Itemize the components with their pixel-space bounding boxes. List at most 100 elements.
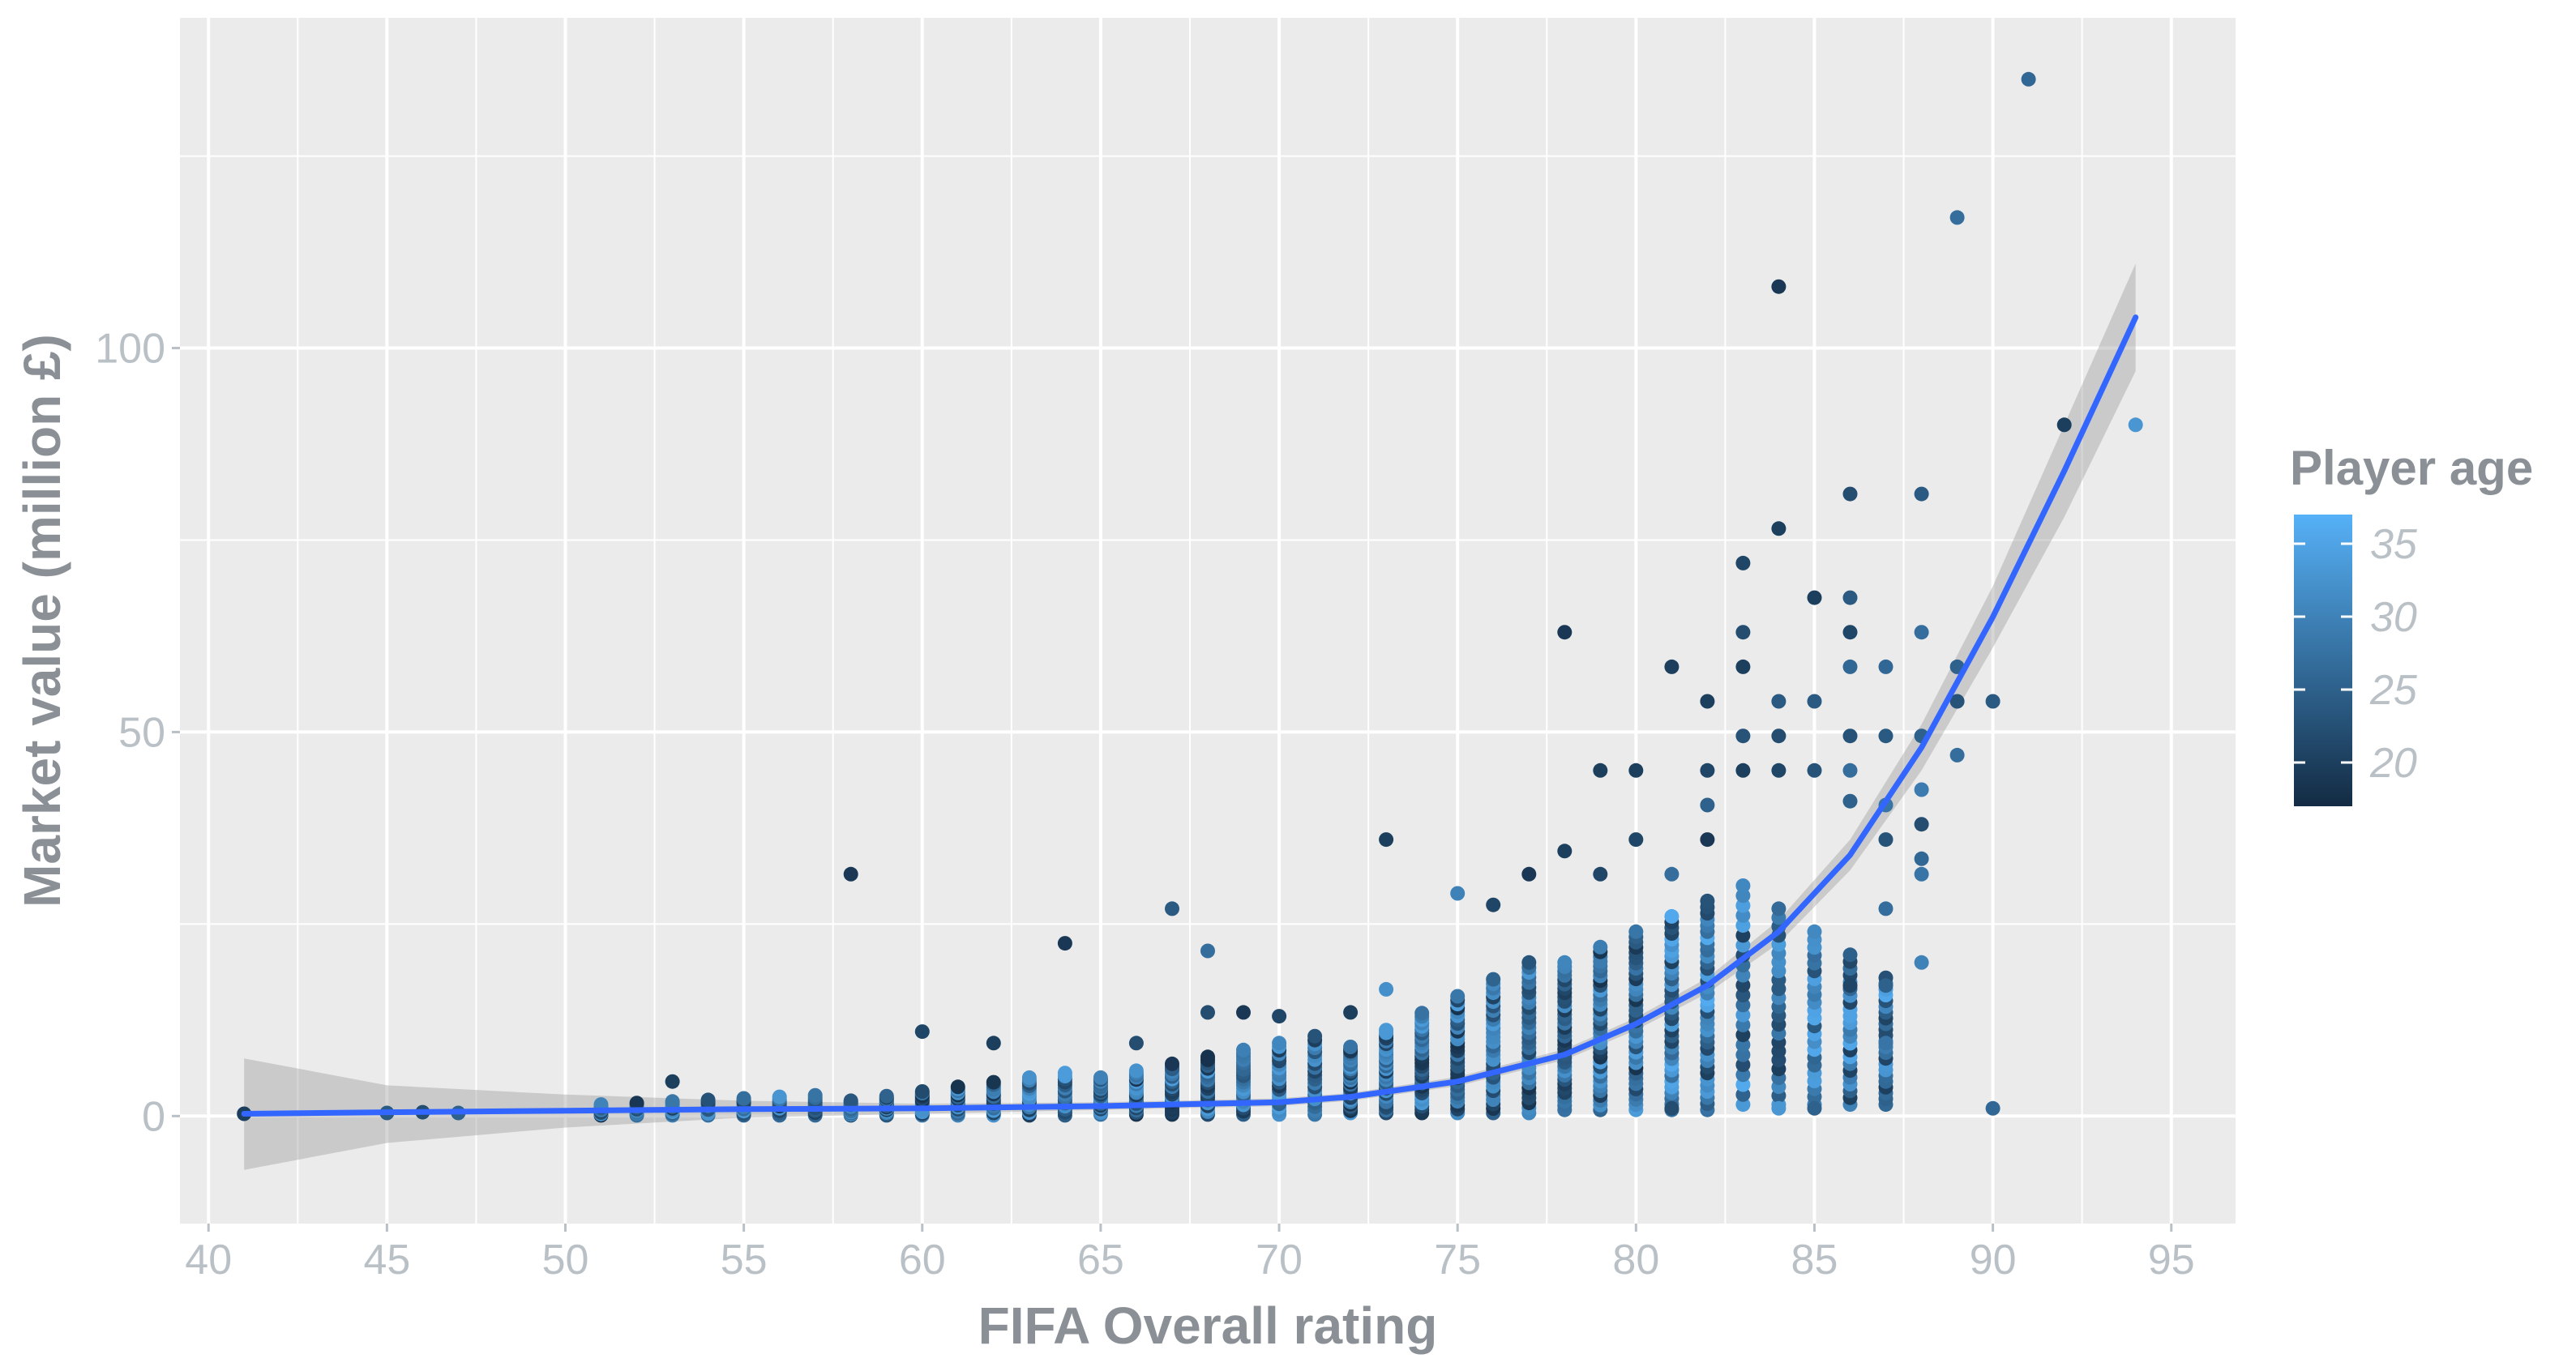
data-point bbox=[1735, 977, 1751, 993]
legend-tick-label: 20 bbox=[2369, 740, 2417, 787]
x-tick-label: 75 bbox=[1434, 1237, 1481, 1284]
x-tick-label: 55 bbox=[721, 1237, 768, 1284]
data-point bbox=[1272, 1036, 1287, 1051]
data-point bbox=[1735, 1067, 1751, 1083]
data-point-outlier bbox=[1057, 936, 1072, 951]
x-tick-label: 65 bbox=[1077, 1237, 1124, 1284]
data-point bbox=[879, 1088, 894, 1104]
legend-tick-label: 35 bbox=[2370, 521, 2418, 568]
data-point bbox=[1450, 989, 1466, 1004]
data-point bbox=[950, 1079, 965, 1095]
data-point-outlier bbox=[843, 866, 858, 882]
data-point-outlier bbox=[1842, 763, 1858, 778]
y-axis-ticks: 0 50 100 bbox=[95, 326, 180, 1140]
data-point-outlier bbox=[1200, 943, 1215, 959]
data-point-outlier bbox=[1557, 844, 1573, 859]
data-point bbox=[1236, 1042, 1251, 1057]
legend-ticks: 20 25 30 35 bbox=[2294, 521, 2418, 787]
data-point bbox=[736, 1091, 751, 1106]
data-point-outlier bbox=[1593, 866, 1608, 882]
data-point bbox=[1735, 1087, 1751, 1102]
data-point bbox=[1735, 918, 1751, 933]
data-point-outlier bbox=[1949, 694, 1965, 709]
data-point-outlier bbox=[1771, 694, 1787, 709]
minor-gridlines bbox=[180, 18, 2236, 1224]
data-point bbox=[1093, 1070, 1108, 1085]
data-point bbox=[1735, 908, 1751, 923]
data-point bbox=[1057, 1066, 1072, 1081]
data-point-outlier bbox=[1735, 728, 1751, 744]
data-point bbox=[1807, 924, 1822, 939]
data-point bbox=[1557, 955, 1573, 970]
legend: Player age 20 25 30 35 bbox=[2290, 441, 2533, 806]
data-point-outlier bbox=[1521, 866, 1537, 882]
data-point bbox=[1165, 1056, 1179, 1071]
data-point-outlier bbox=[2021, 71, 2036, 87]
data-point-outlier bbox=[1807, 1100, 1822, 1116]
data-point-outlier bbox=[1557, 625, 1573, 640]
data-point-outlier bbox=[1878, 901, 1893, 916]
data-point-outlier bbox=[1878, 728, 1893, 744]
x-axis-ticks: 40 45 50 55 60 65 70 75 80 85 90 95 bbox=[185, 1224, 2195, 1284]
x-tick-label: 40 bbox=[185, 1237, 232, 1284]
x-tick-label: 80 bbox=[1612, 1237, 1659, 1284]
data-point-outlier bbox=[1949, 210, 1965, 225]
data-point bbox=[772, 1089, 787, 1104]
data-point-outlier bbox=[1735, 763, 1751, 778]
data-point bbox=[1735, 1017, 1751, 1032]
data-point bbox=[1021, 1070, 1037, 1085]
data-point bbox=[1486, 972, 1501, 987]
data-point-outlier bbox=[1735, 555, 1751, 570]
data-point-outlier bbox=[1842, 486, 1858, 502]
data-point bbox=[1128, 1063, 1144, 1079]
data-point-outlier bbox=[1842, 793, 1858, 809]
y-tick-label: 50 bbox=[118, 709, 165, 756]
data-point-outlier bbox=[1700, 763, 1715, 778]
x-tick-label: 95 bbox=[2148, 1237, 2195, 1284]
trend-line bbox=[241, 314, 2139, 1117]
data-point-outlier bbox=[1450, 886, 1466, 901]
data-point-outlier bbox=[665, 1074, 680, 1089]
data-point-outlier bbox=[1878, 659, 1893, 674]
data-point-outlier bbox=[1700, 797, 1715, 813]
data-point-outlier bbox=[1771, 279, 1787, 294]
data-point bbox=[629, 1096, 644, 1111]
data-point-outlier bbox=[2056, 417, 2072, 433]
data-point-outlier bbox=[1664, 866, 1680, 882]
data-point-outlier bbox=[1664, 1100, 1680, 1116]
data-point bbox=[986, 1074, 1001, 1090]
x-tick-label: 45 bbox=[363, 1237, 410, 1284]
data-point bbox=[843, 1093, 858, 1109]
data-point bbox=[665, 1094, 680, 1109]
y-axis-title: Market value (million £) bbox=[13, 334, 71, 908]
x-tick-label: 60 bbox=[899, 1237, 946, 1284]
legend-tick-label: 25 bbox=[2369, 667, 2418, 714]
data-point bbox=[700, 1092, 716, 1108]
legend-title: Player age bbox=[2290, 441, 2533, 495]
data-point bbox=[1521, 955, 1537, 970]
data-point bbox=[1700, 893, 1715, 908]
data-point bbox=[1735, 1047, 1751, 1062]
data-point-outlier bbox=[1807, 763, 1822, 778]
trend-line-path bbox=[241, 314, 2139, 1117]
legend-colorbar bbox=[2294, 515, 2352, 806]
data-point-outlier bbox=[1985, 1100, 2000, 1116]
data-point bbox=[1735, 888, 1751, 904]
data-point bbox=[1593, 939, 1608, 955]
data-point bbox=[1735, 1037, 1751, 1053]
data-point-outlier bbox=[1771, 521, 1787, 536]
data-point bbox=[1735, 1007, 1751, 1023]
data-point-outlier bbox=[1236, 1005, 1251, 1020]
data-point bbox=[1628, 924, 1644, 939]
data-point bbox=[1735, 878, 1751, 893]
plot-panel bbox=[180, 18, 2236, 1224]
y-tick-label: 100 bbox=[95, 326, 165, 373]
data-point-outlier bbox=[1878, 978, 1893, 993]
data-point-outlier bbox=[1771, 728, 1787, 744]
data-point bbox=[1735, 1097, 1751, 1113]
data-point bbox=[1771, 901, 1787, 916]
data-point-outlier bbox=[1165, 901, 1179, 916]
data-point-outlier bbox=[1842, 625, 1858, 640]
x-axis-title: FIFA Overall rating bbox=[978, 1297, 1438, 1355]
data-point-outlier bbox=[1949, 747, 1965, 763]
